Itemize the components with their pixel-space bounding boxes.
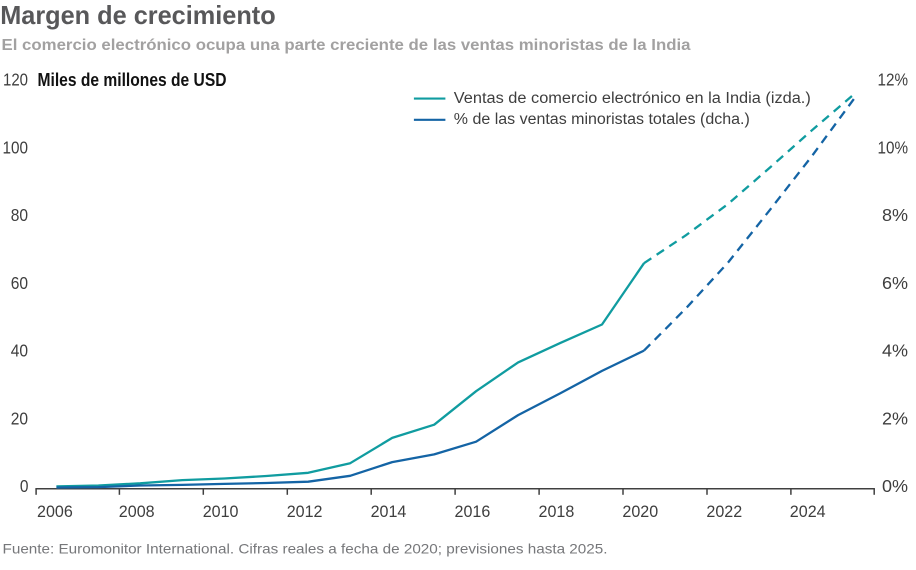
svg-text:6%: 6% xyxy=(882,273,908,293)
svg-text:2006: 2006 xyxy=(37,503,73,521)
svg-text:0%: 0% xyxy=(882,476,908,496)
svg-text:Ventas de comercio electrónico: Ventas de comercio electrónico en la Ind… xyxy=(454,90,811,107)
svg-text:El comercio electrónico ocupa: El comercio electrónico ocupa una parte … xyxy=(2,37,691,54)
svg-text:80: 80 xyxy=(11,205,29,225)
svg-text:60: 60 xyxy=(11,273,29,293)
svg-text:2024: 2024 xyxy=(790,503,826,521)
svg-text:2016: 2016 xyxy=(455,503,491,521)
svg-text:% de las ventas minoristas tot: % de las ventas minoristas totales (dcha… xyxy=(454,111,750,128)
svg-text:10%: 10% xyxy=(878,138,909,158)
svg-text:2018: 2018 xyxy=(539,503,575,521)
svg-text:2012: 2012 xyxy=(287,503,323,521)
svg-text:8%: 8% xyxy=(882,205,908,225)
svg-text:Miles de millones de USD: Miles de millones de USD xyxy=(38,70,227,90)
svg-text:40: 40 xyxy=(11,341,29,361)
svg-text:2008: 2008 xyxy=(119,503,155,521)
svg-text:2010: 2010 xyxy=(203,503,239,521)
svg-text:Fuente: Euromonitor Internatio: Fuente: Euromonitor International. Cifra… xyxy=(3,541,608,557)
svg-text:Margen de crecimiento: Margen de crecimiento xyxy=(0,0,276,30)
svg-text:120: 120 xyxy=(3,70,28,90)
svg-text:2022: 2022 xyxy=(706,503,742,521)
svg-text:0: 0 xyxy=(20,476,29,496)
svg-text:12%: 12% xyxy=(878,70,909,90)
svg-text:2020: 2020 xyxy=(622,503,658,521)
svg-text:100: 100 xyxy=(3,138,29,158)
svg-text:20: 20 xyxy=(11,408,29,428)
svg-text:2014: 2014 xyxy=(371,503,407,521)
svg-text:4%: 4% xyxy=(882,341,908,361)
svg-text:2%: 2% xyxy=(882,408,908,428)
